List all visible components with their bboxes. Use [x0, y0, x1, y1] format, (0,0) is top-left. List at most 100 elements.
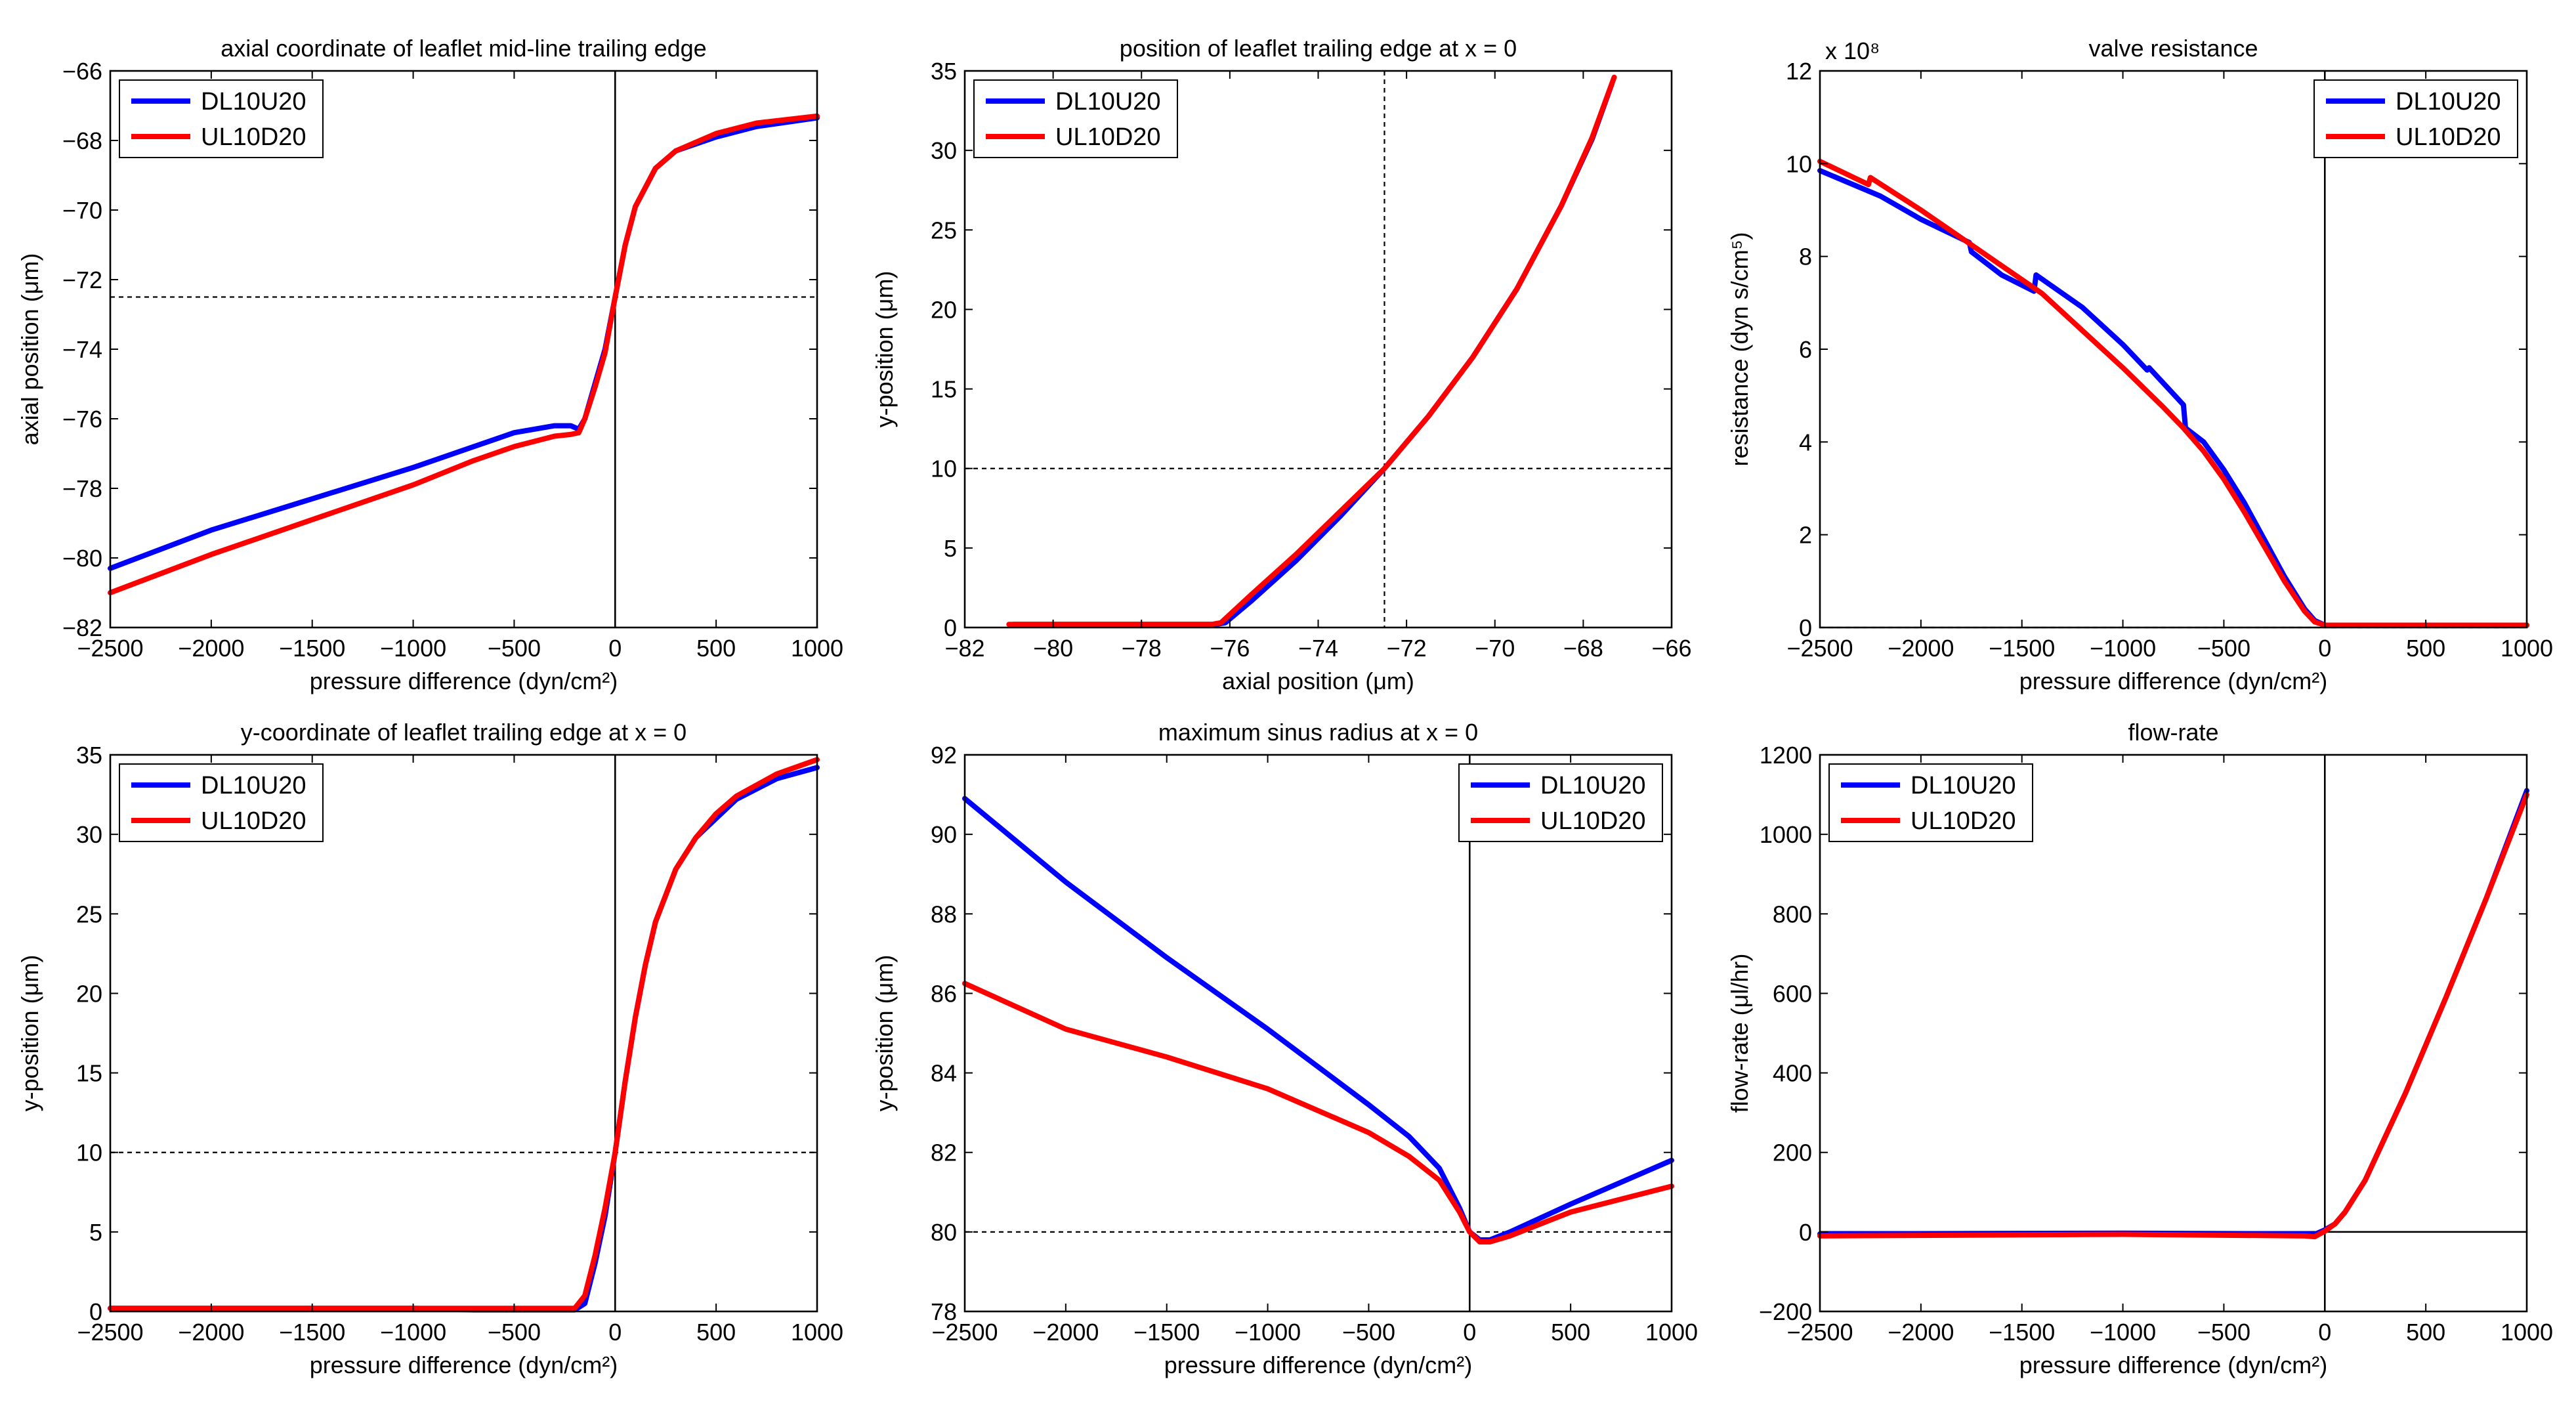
y-tick-label: 400: [1773, 1060, 1812, 1087]
x-tick-label: 500: [696, 1319, 736, 1346]
y-tick-label: −74: [62, 336, 102, 363]
x-tick-label: −1000: [1235, 1319, 1301, 1346]
axes-frame: [963, 754, 1673, 1313]
y-tick-label: 2: [1799, 522, 1812, 549]
y-tick-label: 92: [931, 742, 957, 769]
y-tick-label: 1000: [1760, 821, 1812, 848]
series-line-UL10D20: [1817, 158, 2529, 628]
y-tick-label: 1200: [1760, 742, 1812, 769]
legend-box: [1458, 763, 1663, 842]
y-tick-label: 0: [1799, 614, 1812, 641]
x-tick-label: 0: [2318, 635, 2331, 662]
series-line-DL10U20: [962, 796, 1674, 1243]
y-tick-label: 800: [1773, 901, 1812, 927]
x-tick-label: −1000: [380, 635, 446, 662]
y-tick-label: 200: [1773, 1139, 1812, 1166]
y-axis-label: y-position (μm): [871, 271, 898, 428]
y-tick-label: −80: [62, 545, 102, 572]
x-tick-label: −500: [1342, 1319, 1395, 1346]
y-tick-label: 8: [1799, 244, 1812, 270]
chart-panel-a: −2500 −2000 −1500 −1000 −500 0 500 1000 −82 −80 −7…: [16, 35, 843, 694]
x-axis-label: axial position (μm): [1222, 668, 1414, 694]
legend: DL10U20 UL10D20: [1458, 763, 1663, 842]
legend: DL10U20 UL10D20: [119, 79, 324, 158]
legend-label: DL10U20: [201, 88, 306, 116]
axes-frame: [109, 754, 818, 1313]
chart-title: valve resistance: [2088, 35, 2258, 62]
y-tick-label: 82: [931, 1139, 957, 1166]
legend-label: UL10D20: [201, 807, 306, 835]
x-tick-label: −2000: [1888, 635, 1954, 662]
y-tick-label: 600: [1773, 980, 1812, 1007]
x-tick-label: 500: [2406, 1319, 2445, 1346]
legend-label: DL10U20: [2396, 88, 2501, 116]
y-tick-label: −72: [62, 266, 102, 293]
x-axis-label: pressure difference (dyn/cm²): [1164, 1351, 1473, 1378]
x-tick-label: −78: [1122, 635, 1162, 662]
y-tick-label: 10: [1786, 150, 1812, 177]
y-tick-label: −78: [62, 475, 102, 502]
legend: DL10U20 UL10D20: [2313, 79, 2518, 158]
legend-box: [119, 79, 324, 158]
y-tick-label: 5: [89, 1219, 102, 1246]
x-tick-label: −500: [2197, 1319, 2250, 1346]
y-tick-label: 15: [76, 1060, 102, 1087]
x-tick-label: −1500: [279, 635, 345, 662]
y-tick-label: 6: [1799, 336, 1812, 363]
x-tick-label: −74: [1298, 635, 1338, 662]
series-line-UL10D20: [962, 981, 1674, 1244]
x-tick-label: 0: [608, 1319, 622, 1346]
x-tick-label: −82: [944, 635, 984, 662]
y-tick-label: −200: [1759, 1298, 1812, 1325]
y-tick-label: 0: [89, 1298, 102, 1325]
legend-label: DL10U20: [1055, 88, 1161, 116]
y-tick-label: 10: [76, 1139, 102, 1166]
chart-title: maximum sinus radius at x = 0: [1158, 719, 1478, 746]
x-tick-label: 1000: [2501, 1319, 2553, 1346]
legend-label: DL10U20: [1540, 772, 1646, 799]
x-tick-label: −66: [1651, 635, 1691, 662]
chart-panel-c: −2500 −2000 −1500 −1000 −500 0 500 1000 0 2 4 6 8 10 1…: [1726, 35, 2553, 694]
x-tick-label: 0: [1463, 1319, 1476, 1346]
y-tick-label: 4: [1799, 429, 1812, 456]
x-tick-label: −76: [1210, 635, 1250, 662]
legend: DL10U20 UL10D20: [119, 763, 324, 842]
legend-label: UL10D20: [1540, 807, 1646, 835]
y-tick-label: 15: [931, 376, 957, 403]
chart-panel-f: −2500 −2000 −1500 −1000 −500 0 500 1000−2000200…: [1726, 719, 2553, 1378]
x-tick-label: −1000: [2090, 635, 2156, 662]
y-tick-label: 84: [931, 1060, 957, 1087]
x-axis-label: pressure difference (dyn/cm²): [310, 668, 618, 694]
y-tick-label: 35: [76, 742, 102, 769]
y-tick-label: 20: [76, 980, 102, 1007]
y-tick-label: 5: [944, 535, 957, 562]
x-tick-label: −500: [2197, 635, 2250, 662]
y-tick-label: 88: [931, 901, 957, 927]
y-tick-label: −70: [62, 197, 102, 224]
y-axis-label: y-position (μm): [871, 955, 898, 1112]
plot-area: [110, 755, 817, 1311]
x-tick-label: −80: [1033, 635, 1073, 662]
y-tick-label: 25: [931, 217, 957, 244]
x-tick-label: −500: [488, 635, 541, 662]
x-tick-label: −72: [1387, 635, 1427, 662]
x-tick-label: 0: [2318, 1319, 2331, 1346]
x-tick-label: 1000: [791, 635, 843, 662]
axes-frame: [1819, 754, 2528, 1313]
chart-panel-d: −2500 −2000 −1500 −1000 −500 0 500 1000 0 5 10 15 20…: [16, 719, 843, 1378]
x-tick-label: −2000: [1032, 1319, 1099, 1346]
series-line-UL10D20: [108, 113, 820, 595]
legend-box: [2313, 79, 2518, 158]
x-tick-label: −70: [1475, 635, 1515, 662]
legend-label: UL10D20: [1055, 123, 1161, 151]
y-tick-label: 35: [931, 58, 957, 85]
x-tick-label: 500: [696, 635, 736, 662]
x-tick-label: −1500: [1989, 1319, 2055, 1346]
x-tick-label: −2000: [1888, 1319, 1954, 1346]
legend-label: DL10U20: [201, 772, 306, 799]
legend-label: UL10D20: [2396, 123, 2501, 151]
legend-label: DL10U20: [1911, 772, 2016, 799]
series-line-UL10D20: [1817, 792, 2529, 1240]
y-tick-label: 90: [931, 821, 957, 848]
